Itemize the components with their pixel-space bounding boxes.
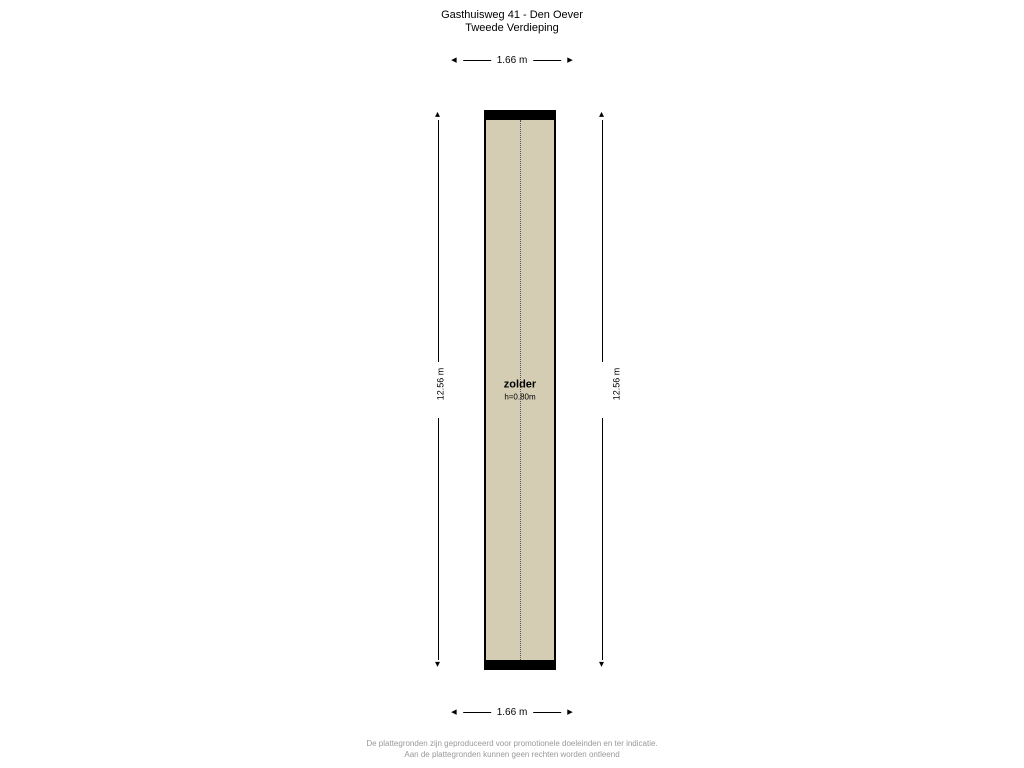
- dimension-line: [533, 60, 561, 61]
- arrow-right-icon: ▸: [567, 55, 573, 66]
- dimension-line: [463, 712, 491, 713]
- dimension-bottom-value: 1.66 m: [497, 707, 528, 718]
- arrow-down-icon: ▾: [599, 660, 604, 670]
- room-name: zolder: [484, 379, 556, 391]
- room-height-note: h=0.80m: [484, 393, 556, 402]
- arrow-up-icon: ▴: [435, 110, 440, 120]
- dimension-top: ◂ 1.66 m ▸: [451, 55, 573, 66]
- dimension-right-value: 12.56 m: [611, 368, 621, 401]
- dimension-left-value: 12.56 m: [435, 368, 445, 401]
- page-subtitle: Tweede Verdieping: [0, 22, 1024, 34]
- disclaimer: De plattegronden zijn geproduceerd voor …: [0, 739, 1024, 760]
- dimension-line: [533, 712, 561, 713]
- arrow-right-icon: ▸: [567, 707, 573, 718]
- arrow-left-icon: ◂: [451, 55, 457, 66]
- room-label-group: zolder h=0.80m: [484, 379, 556, 402]
- room-zolder: zolder h=0.80m: [484, 110, 556, 670]
- floorplan-page: Gasthuisweg 41 - Den Oever Tweede Verdie…: [0, 0, 1024, 768]
- dimension-bottom: ◂ 1.66 m ▸: [451, 707, 573, 718]
- page-title: Gasthuisweg 41 - Den Oever: [0, 8, 1024, 22]
- arrow-down-icon: ▾: [435, 660, 440, 670]
- disclaimer-line-2: Aan de plattegronden kunnen geen rechten…: [0, 750, 1024, 760]
- arrow-up-icon: ▴: [599, 110, 604, 120]
- dimension-top-value: 1.66 m: [497, 55, 528, 66]
- dimension-line: [463, 60, 491, 61]
- disclaimer-line-1: De plattegronden zijn geproduceerd voor …: [0, 739, 1024, 749]
- arrow-left-icon: ◂: [451, 707, 457, 718]
